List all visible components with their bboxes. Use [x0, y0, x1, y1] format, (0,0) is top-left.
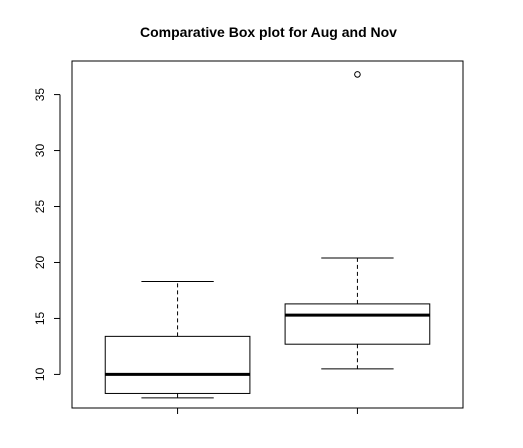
- y-tick-label-35: 35: [33, 88, 47, 102]
- box-nov: [284, 71, 431, 370]
- chart-title: Comparative Box plot for Aug and Nov: [140, 24, 397, 40]
- box-aug: [104, 281, 251, 399]
- box-series-group: [104, 71, 431, 399]
- plot-frame: [71, 60, 464, 409]
- box-rect-aug: [104, 335, 251, 394]
- y-tick-label-15: 15: [33, 311, 47, 325]
- y-tick-label-30: 30: [33, 144, 47, 158]
- y-tick-label-10: 10: [33, 367, 47, 381]
- outlier-nov-0: [354, 71, 361, 78]
- x-axis: [177, 408, 358, 414]
- y-axis: 10 15 20 25 30 35: [33, 88, 61, 381]
- y-tick-label-20: 20: [33, 255, 47, 269]
- y-tick-label-25: 25: [33, 200, 47, 214]
- box-rect-nov: [284, 303, 431, 345]
